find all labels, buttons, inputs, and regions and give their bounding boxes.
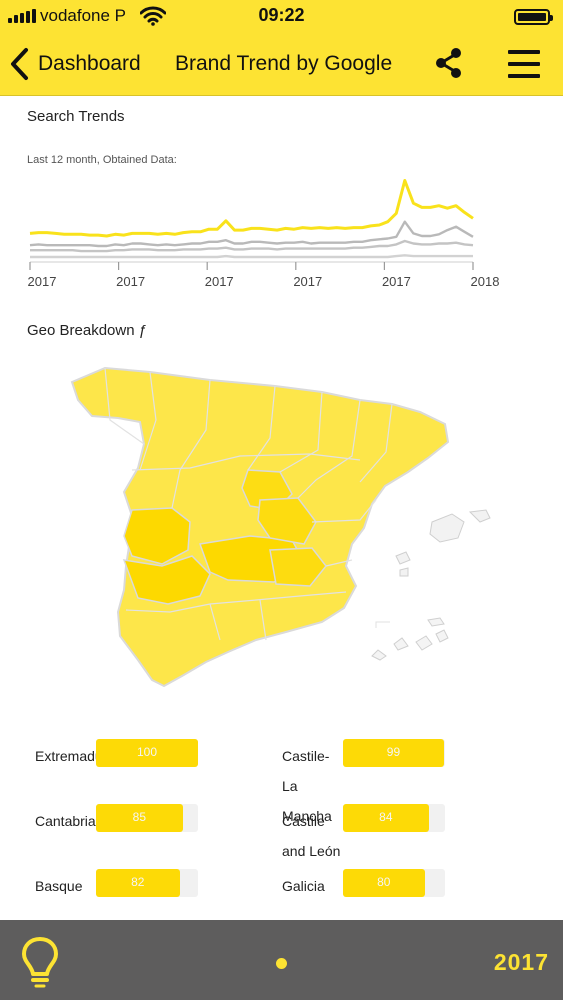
region-score-fill bbox=[343, 869, 425, 897]
region-score-bar[interactable]: 100 bbox=[96, 739, 198, 767]
status-time: 09:22 bbox=[258, 5, 305, 25]
signal-strength-icon bbox=[8, 9, 36, 23]
carrier-name: vodafone P bbox=[40, 6, 127, 25]
region-score-bar[interactable]: 84 bbox=[343, 804, 445, 832]
battery-icon bbox=[514, 9, 553, 25]
search-trends-subtitle: Last 12 month, Obtained Data: bbox=[27, 154, 177, 166]
back-button[interactable]: Dashboard bbox=[8, 46, 141, 82]
region-score-fill bbox=[96, 804, 183, 832]
region-score-fill bbox=[96, 739, 198, 767]
balearic-islands bbox=[395, 509, 491, 577]
region-name: Galicia bbox=[282, 878, 325, 894]
year-selector[interactable]: 2017 bbox=[493, 949, 549, 975]
region-albacete[interactable] bbox=[269, 547, 327, 587]
search-trends-chart: 2017 2017 2017 2017 2017 2018 bbox=[28, 179, 500, 289]
region-name: Castile-La Mancha bbox=[282, 748, 332, 824]
trend-series-line-2 bbox=[29, 220, 474, 248]
region-score-bar[interactable]: 80 bbox=[343, 869, 445, 897]
province-borders bbox=[104, 367, 393, 641]
x-tick-label: 2017 bbox=[293, 274, 322, 289]
region-score-bar[interactable]: 99 bbox=[343, 739, 445, 767]
spain-geo-map[interactable] bbox=[60, 360, 500, 700]
x-tick-label: 2017 bbox=[382, 274, 411, 289]
hamburger-menu-icon[interactable] bbox=[506, 48, 542, 80]
x-tick-label: 2017 bbox=[116, 274, 145, 289]
region-name: Basque bbox=[35, 878, 83, 894]
region-score-value: 84 bbox=[379, 810, 393, 824]
region-score-value: 80 bbox=[377, 875, 391, 889]
region-name: Extremadu bbox=[35, 748, 97, 764]
region-score-fill bbox=[343, 804, 429, 832]
region-score-bar[interactable]: 82 bbox=[96, 869, 198, 897]
x-tick-label: 2017 bbox=[28, 274, 57, 289]
trend-series-line-3 bbox=[30, 239, 474, 253]
region-score-fill bbox=[343, 739, 444, 767]
canary-islands-inset bbox=[371, 617, 449, 661]
back-label: Dashboard bbox=[38, 52, 141, 75]
region-extremadura[interactable] bbox=[123, 507, 191, 565]
region-score-bar[interactable]: 85 bbox=[96, 804, 198, 832]
region-score-fill bbox=[96, 869, 180, 897]
chevron-left-icon bbox=[11, 48, 28, 80]
status-bar: vodafone P 09:22 bbox=[0, 0, 563, 32]
region-score-value: 85 bbox=[132, 810, 147, 824]
x-tick-label: 2017 bbox=[205, 274, 234, 289]
share-icon[interactable] bbox=[432, 46, 466, 80]
page-title: Brand Trend by Google bbox=[175, 52, 393, 75]
bottom-bar: 2017 bbox=[0, 920, 563, 1000]
x-tick-label: 2018 bbox=[471, 274, 500, 289]
trend-series-line-4 bbox=[30, 254, 473, 259]
page-indicator-dot[interactable] bbox=[276, 958, 287, 969]
nav-bar: Dashboard Brand Trend by Google bbox=[0, 32, 563, 96]
lightbulb-icon[interactable] bbox=[20, 936, 60, 988]
region-name: Cantabria bbox=[35, 813, 96, 829]
region-name: Castile and León bbox=[282, 813, 341, 859]
wifi-icon bbox=[140, 6, 166, 26]
geo-breakdown-title: Geo Breakdown ƒ bbox=[27, 322, 148, 339]
region-score-value: 99 bbox=[386, 745, 401, 759]
region-score-value: 82 bbox=[131, 875, 145, 889]
region-score-value: 100 bbox=[136, 745, 158, 759]
region-andalusia-west[interactable] bbox=[122, 555, 211, 605]
search-trends-title: Search Trends bbox=[27, 108, 125, 125]
trend-series-line-1 bbox=[29, 179, 474, 238]
